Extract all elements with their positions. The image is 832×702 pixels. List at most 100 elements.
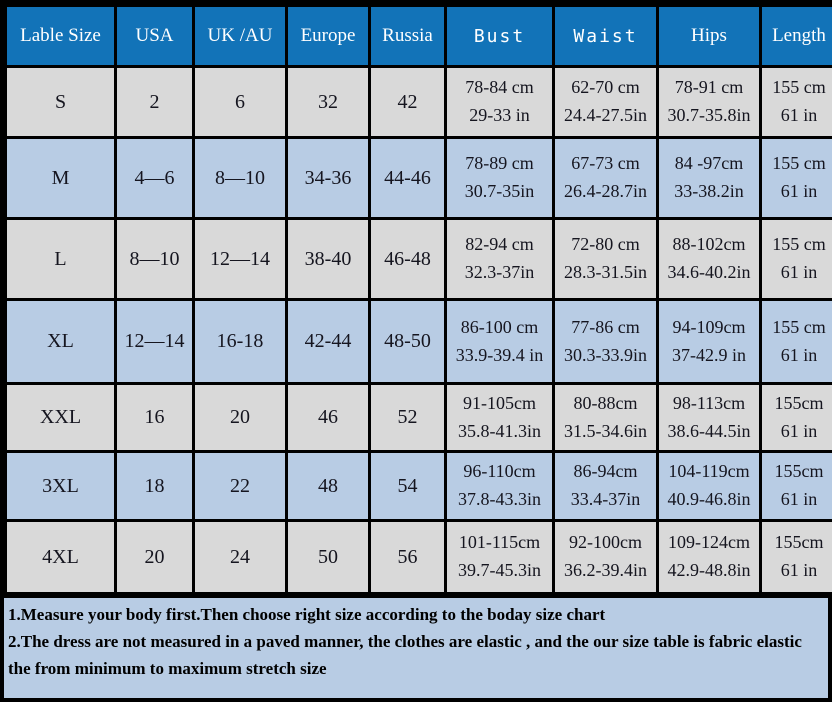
size-cell-line: 37-42.9 in <box>672 344 746 365</box>
table-row: 3XL 18 22 48 54 96-110cm 37.8-43.3in 86-94cm 33.… <box>4 450 832 522</box>
size-cell-line: 42.9-48.8in <box>667 560 751 580</box>
size-cell: 46 <box>285 382 371 453</box>
column-header-waist: Waist <box>552 4 659 68</box>
size-cell-line: 30.7-35.8in <box>667 105 751 125</box>
size-cell-line: 33.4-37in <box>570 489 641 509</box>
size-cell: 86-94cm 33.4-37in <box>552 450 659 522</box>
size-cell-line: 40.9-46.8in <box>667 489 751 509</box>
size-cell-line: 155cm <box>774 532 824 553</box>
size-cell-line: 155cm <box>774 392 824 413</box>
column-header-russia: Russia <box>368 4 447 68</box>
size-cell-line: 155 cm <box>772 234 826 255</box>
size-cell-line: 94-109cm <box>672 316 746 337</box>
note-line-1: 1.Measure your body first.Then choose ri… <box>8 605 606 624</box>
column-header-usa: USA <box>114 4 195 68</box>
size-cell-line: 39.7-45.3in <box>458 560 541 580</box>
size-cell: 98-113cm 38.6-44.5in <box>656 382 762 453</box>
size-cell: 24 <box>192 519 288 595</box>
size-cell: 52 <box>368 382 447 453</box>
size-cell-line: 82-94 cm <box>465 234 534 255</box>
size-cell-line: 84 -97cm <box>674 153 744 174</box>
size-cell: 48 <box>285 450 371 522</box>
size-cell: L <box>4 217 117 301</box>
size-cell-line: 91-105cm <box>463 392 536 413</box>
size-cell-line: 24.4-27.5in <box>564 105 647 125</box>
table-row: L 8—10 12—14 38-40 46-48 82-94 cm 32.3-37in 72-… <box>4 217 832 301</box>
size-cell: 91-105cm 35.8-41.3in <box>444 382 555 453</box>
size-cell: 46-48 <box>368 217 447 301</box>
size-cell: 42-44 <box>285 298 371 385</box>
size-cell: 155 cm 61 in <box>759 217 832 301</box>
size-cell: 78-89 cm 30.7-35in <box>444 136 555 220</box>
size-cell-line: 31.5-34.6in <box>564 420 647 441</box>
size-cell-line: 33-38.2in <box>674 181 744 201</box>
size-cell-line: 155 cm <box>772 316 826 337</box>
size-cell: M <box>4 136 117 220</box>
size-cell: 42 <box>368 65 447 139</box>
size-cell: 96-110cm 37.8-43.3in <box>444 450 555 522</box>
table-row: S 2 6 32 42 78-84 cm 29-33 in 62-70 cm 24.4-27.5… <box>4 65 832 139</box>
size-cell-line: 26.4-28.7in <box>564 181 647 201</box>
size-cell-line: 72-80 cm <box>571 234 640 255</box>
size-cell: S <box>4 65 117 139</box>
size-cell-line: 96-110cm <box>463 461 536 482</box>
size-cell-line: 67-73 cm <box>571 153 640 174</box>
size-cell: 86-100 cm 33.9-39.4 in <box>444 298 555 385</box>
size-cell-line: 61 in <box>780 420 818 441</box>
size-cell-line: 30.3-33.9in <box>564 344 647 365</box>
size-cell: 48-50 <box>368 298 447 385</box>
size-cell: 155 cm 61 in <box>759 65 832 139</box>
size-cell: 34-36 <box>285 136 371 220</box>
size-cell: 104-119cm 40.9-46.8in <box>656 450 762 522</box>
size-cell: 18 <box>114 450 195 522</box>
size-cell: 2 <box>114 65 195 139</box>
size-cell: 12—14 <box>114 298 195 385</box>
size-cell-line: 155 cm <box>772 153 826 174</box>
size-cell: 67-73 cm 26.4-28.7in <box>552 136 659 220</box>
size-cell: 155cm 61 in <box>759 519 832 595</box>
size-cell: 155 cm 61 in <box>759 136 832 220</box>
size-cell-line: 88-102cm <box>672 234 746 255</box>
size-cell: 22 <box>192 450 288 522</box>
size-cell: 20 <box>114 519 195 595</box>
column-header-lable-size: Lable Size <box>4 4 117 68</box>
size-cell: 44-46 <box>368 136 447 220</box>
size-cell: XXL <box>4 382 117 453</box>
size-cell-line: 61 in <box>780 262 818 282</box>
size-cell-line: 34.6-40.2in <box>667 262 751 282</box>
size-cell: 12—14 <box>192 217 288 301</box>
size-cell-line: 109-124cm <box>668 532 750 553</box>
size-cell: 78-91 cm 30.7-35.8in <box>656 65 762 139</box>
size-cell-line: 104-119cm <box>668 461 750 482</box>
size-cell: 94-109cm 37-42.9 in <box>656 298 762 385</box>
size-table-body: S 2 6 32 42 78-84 cm 29-33 in 62-70 cm 24.4-27.5… <box>4 65 832 595</box>
size-cell: 155cm 61 in <box>759 382 832 453</box>
size-cell: 20 <box>192 382 288 453</box>
size-cell-line: 92-100cm <box>569 532 642 553</box>
size-cell-line: 33.9-39.4 in <box>455 344 544 365</box>
size-cell: 4XL <box>4 519 117 595</box>
size-cell: 8—10 <box>192 136 288 220</box>
table-row: M 4—6 8—10 34-36 44-46 78-89 cm 30.7-35in 67-73… <box>4 136 832 220</box>
size-cell-line: 86-94cm <box>573 461 638 482</box>
size-cell: 3XL <box>4 450 117 522</box>
size-cell-line: 28.3-31.5in <box>564 262 647 282</box>
size-cell: 16-18 <box>192 298 288 385</box>
size-chart-table: Lable Size USA UK /AU Europe Russia Bust… <box>4 4 832 595</box>
column-header-length: Length <box>759 4 832 68</box>
size-cell: 72-80 cm 28.3-31.5in <box>552 217 659 301</box>
size-cell-line: 32.3-37in <box>464 262 535 282</box>
table-header-row: Lable Size USA UK /AU Europe Russia Bust… <box>4 4 832 68</box>
size-cell: 4—6 <box>114 136 195 220</box>
size-cell: 78-84 cm 29-33 in <box>444 65 555 139</box>
size-cell: 109-124cm 42.9-48.8in <box>656 519 762 595</box>
size-cell: 38-40 <box>285 217 371 301</box>
size-cell-line: 61 in <box>780 560 818 580</box>
column-header-hips: Hips <box>656 4 762 68</box>
size-cell: 155 cm 61 in <box>759 298 832 385</box>
size-cell-line: 61 in <box>780 489 818 509</box>
size-cell: 80-88cm 31.5-34.6in <box>552 382 659 453</box>
column-header-bust: Bust <box>444 4 555 68</box>
size-cell-line: 155 cm <box>772 77 826 98</box>
